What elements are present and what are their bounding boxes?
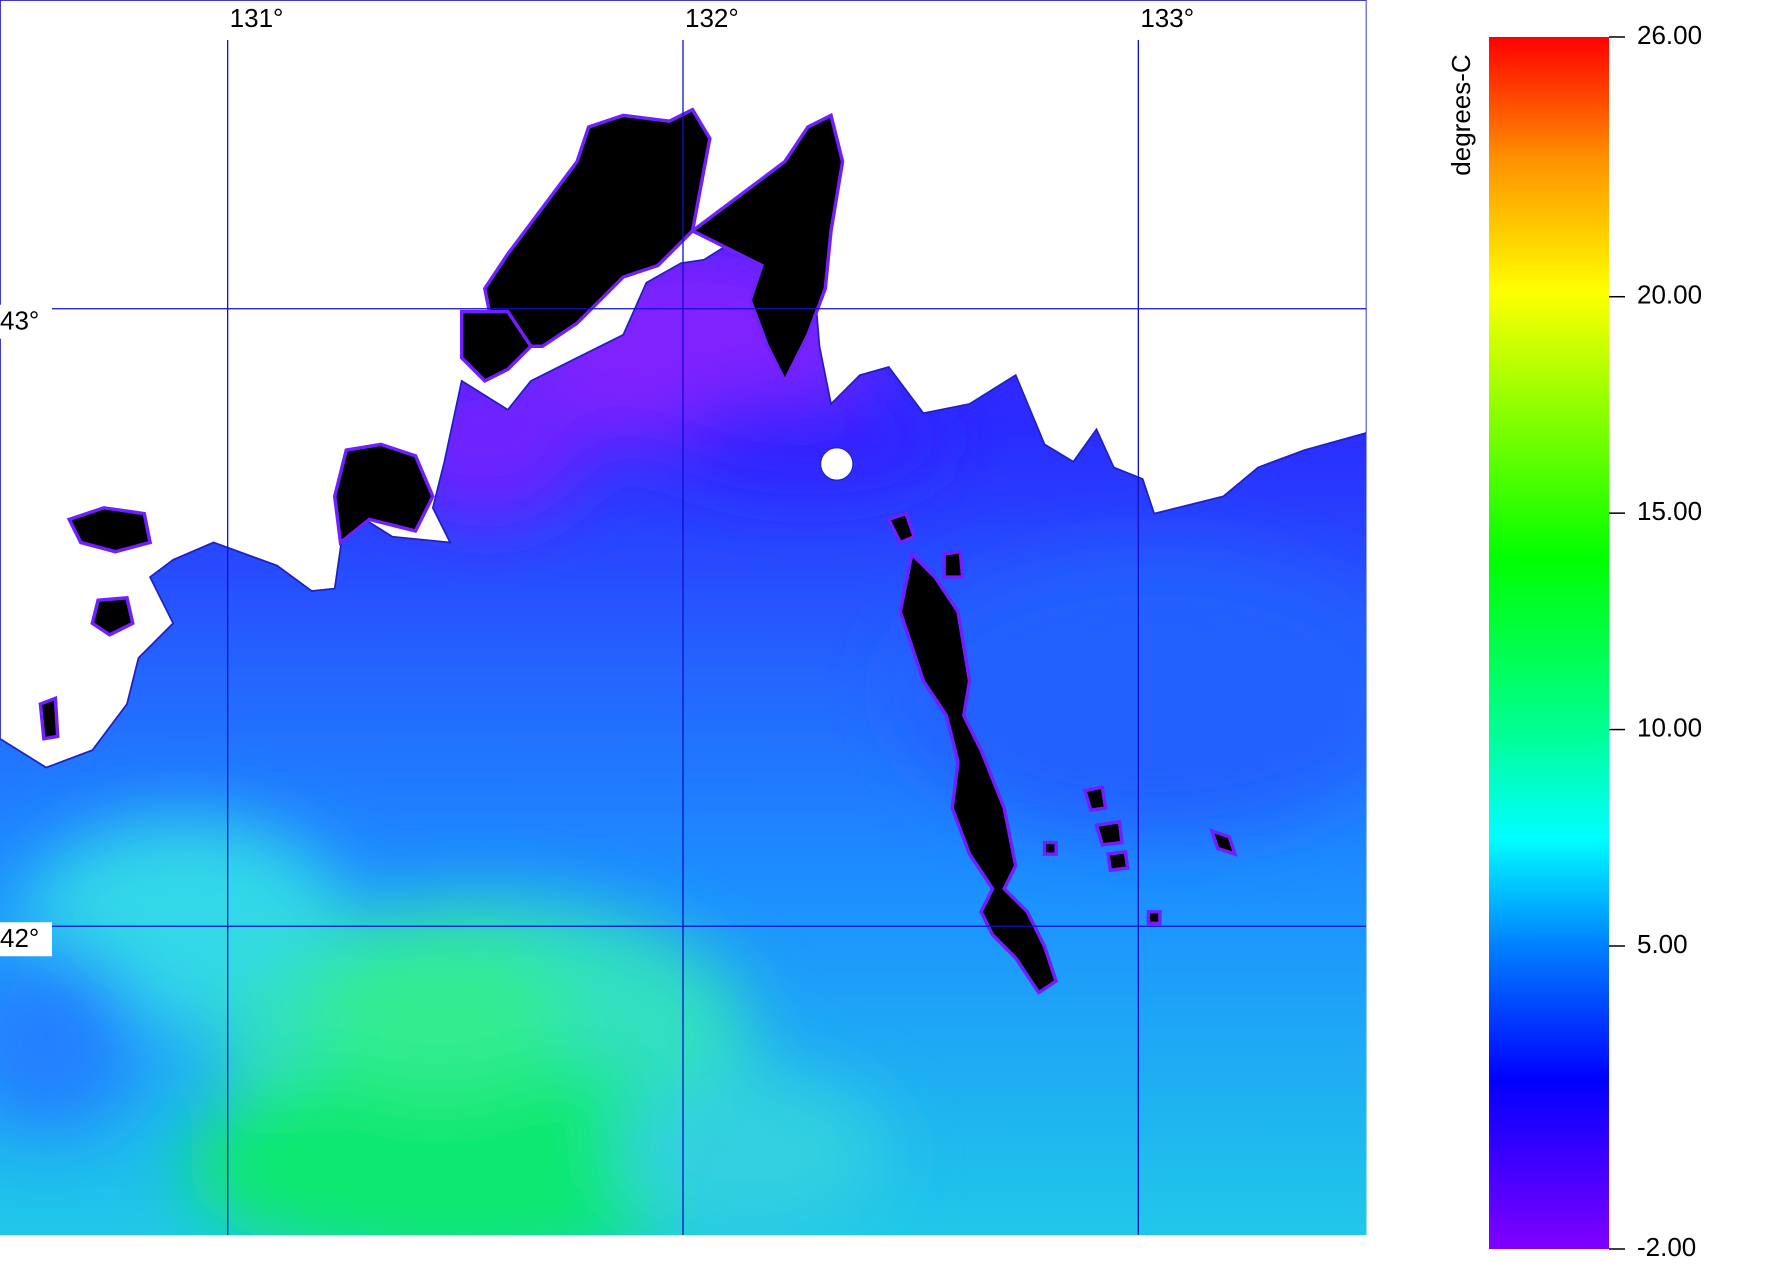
lat-label: 43° bbox=[0, 306, 39, 336]
colorbar-label: degrees-C bbox=[1446, 54, 1476, 175]
lon-label: 133° bbox=[1140, 3, 1194, 33]
lat-label: 42° bbox=[0, 923, 39, 953]
sst-field bbox=[0, 0, 1367, 1235]
colorbar-tick-label: 5.00 bbox=[1637, 929, 1688, 959]
graticule: 131° 132° 133° 43° 42° bbox=[0, 3, 1366, 1235]
lat-label-bg bbox=[0, 922, 52, 957]
lat-label-bg bbox=[0, 304, 52, 339]
colorbar-tick-label: 26.00 bbox=[1637, 20, 1702, 50]
colorbar-tick-label: 20.00 bbox=[1637, 280, 1702, 310]
lon-label: 131° bbox=[230, 3, 284, 33]
island bbox=[820, 447, 854, 481]
masked-areas bbox=[38, 107, 1238, 996]
colorbar-tick-label: 10.00 bbox=[1637, 712, 1702, 742]
colorbar bbox=[1489, 37, 1609, 1249]
colorbar-tick-label: -2.00 bbox=[1637, 1232, 1696, 1262]
land bbox=[0, 0, 1367, 769]
lon-label: 132° bbox=[685, 3, 739, 33]
colorbar-tick-label: 15.00 bbox=[1637, 496, 1702, 526]
